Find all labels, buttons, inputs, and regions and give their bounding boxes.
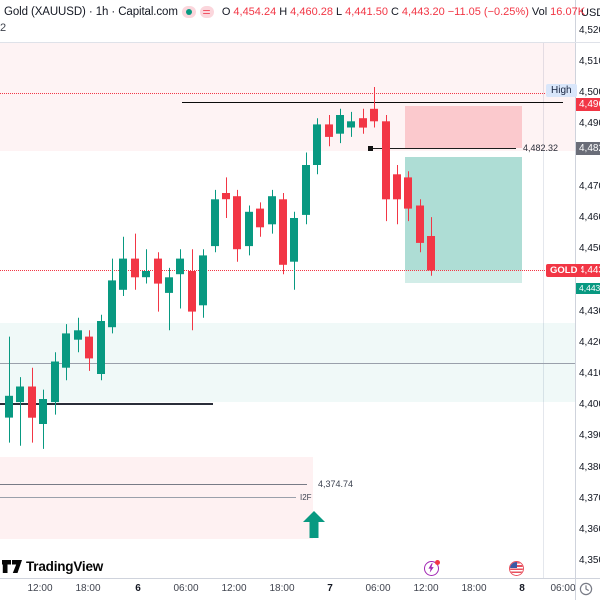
upper-pink-band[interactable] (0, 43, 575, 151)
close-value: 4,443.20 (401, 6, 445, 18)
level-4374-label[interactable]: 4,374.74 (318, 479, 354, 489)
high-line-label[interactable]: High (546, 84, 577, 97)
alert-line-4500[interactable] (0, 92, 575, 94)
risk-zone[interactable] (405, 105, 522, 149)
price-tick: 4,390 (579, 430, 600, 441)
ohlc-readout: O 4,454.24 H 4,460.28 L 4,441.50 C 4,443… (222, 6, 585, 18)
time-tick: 8 (519, 583, 525, 594)
high-line[interactable] (182, 102, 563, 104)
mid-green-band[interactable] (0, 322, 575, 403)
price-tick: 4,420 (579, 337, 600, 348)
open-value: 4,454.24 (233, 6, 277, 18)
ray-label[interactable]: I2F (300, 493, 312, 502)
time-tick: 12:00 (413, 583, 439, 594)
flag-canton (510, 562, 517, 568)
price-tick: 4,350 (579, 555, 600, 566)
close-label: C (390, 6, 399, 18)
price-axis-border (575, 0, 576, 600)
lightning-event-icon[interactable] (424, 560, 440, 576)
price-tick: 4,510 (579, 56, 600, 67)
price-tick: 4,430 (579, 306, 600, 317)
volume-label: Vol (531, 6, 548, 18)
tradingview-logo[interactable]: TradingView (2, 556, 103, 576)
event-alert-dot (435, 560, 440, 565)
low-label: L (336, 6, 343, 18)
price-badge[interactable]: 4,482 (576, 142, 600, 155)
reward-zone-tail[interactable] (405, 270, 522, 284)
time-tick: 06:00 (365, 583, 391, 594)
price-tick: 4,400 (579, 399, 600, 410)
price-tick: 4,490 (579, 118, 600, 129)
price-tick: 4,470 (579, 181, 600, 192)
level-4482-label[interactable]: 4,482.32 (523, 143, 559, 153)
time-tick: 18:00 (461, 583, 487, 594)
menu-lines-icon[interactable] (199, 6, 214, 18)
price-axis[interactable]: USD 4,520 4,510 4,500 4,490 4,470 4,460 4,450 4… (576, 0, 600, 600)
tradingview-logo-text: TradingView (26, 558, 104, 574)
high-value: 4,460.28 (290, 6, 333, 18)
symbol-price-tag[interactable]: GOLD (546, 264, 582, 277)
time-tick: 6 (135, 583, 141, 594)
time-tick: 06:00 (173, 583, 199, 594)
legend-row2[interactable]: 2 (0, 22, 7, 34)
tradingview-logo-mark (2, 560, 22, 573)
time-tick: 12:00 (27, 583, 53, 594)
time-tick: 06:00 (550, 583, 576, 594)
time-tick: 18:00 (75, 583, 101, 594)
price-tick: 4,370 (579, 493, 600, 504)
line-anchor-marker[interactable] (368, 146, 373, 151)
low-value: 4,441.50 (345, 6, 388, 18)
high-label: H (279, 6, 288, 18)
up-arrow-marker[interactable] (303, 511, 325, 538)
price-tick: 4,450 (579, 243, 600, 254)
time-tick: 18:00 (269, 583, 295, 594)
price-tick: 4,520 (579, 25, 600, 36)
clock-icon[interactable] (579, 582, 593, 596)
vertical-gridline (543, 43, 544, 578)
mid-band-line[interactable] (0, 362, 575, 364)
price-badge[interactable]: 4,496 (576, 98, 600, 111)
lower-pink-zone[interactable] (0, 456, 313, 540)
price-tick: 4,360 (579, 524, 600, 535)
time-axis-border (0, 578, 600, 579)
volume-value: 16.07K (550, 6, 586, 18)
chart-legend-header: Gold (XAUUSD) · 1h · Capital.com O 4,454… (0, 0, 585, 42)
price-badge[interactable]: 4,443 (576, 283, 600, 294)
symbol-title[interactable]: Gold (XAUUSD) · 1h · Capital.com (4, 6, 178, 18)
time-axis[interactable]: 12:00 18:00 6 06:00 12:00 18:00 7 06:00 12:00 18:… (0, 578, 600, 600)
us-flag-event-icon[interactable] (509, 561, 524, 576)
header-divider (0, 42, 600, 43)
time-tick: 12:00 (221, 583, 247, 594)
price-tick: 4,500 (579, 87, 600, 98)
reward-zone[interactable] (405, 157, 522, 271)
status-dot-icon[interactable] (181, 6, 196, 18)
open-label: O (221, 6, 231, 18)
level-line-4482[interactable] (371, 147, 516, 149)
currency-label[interactable]: USD (581, 7, 600, 19)
time-tick: 7 (327, 583, 333, 594)
level-line-4400[interactable] (0, 402, 213, 405)
level-line-4374[interactable] (0, 483, 307, 485)
price-tick: 4,380 (579, 462, 600, 473)
price-tick: 4,460 (579, 212, 600, 223)
price-badge[interactable]: 4,443 (576, 264, 600, 277)
current-price-line[interactable] (0, 269, 575, 271)
ray-line-i2f[interactable] (0, 496, 296, 498)
price-tick: 4,410 (579, 368, 600, 379)
change-value: −11.05 (−0.25%) (447, 6, 529, 18)
